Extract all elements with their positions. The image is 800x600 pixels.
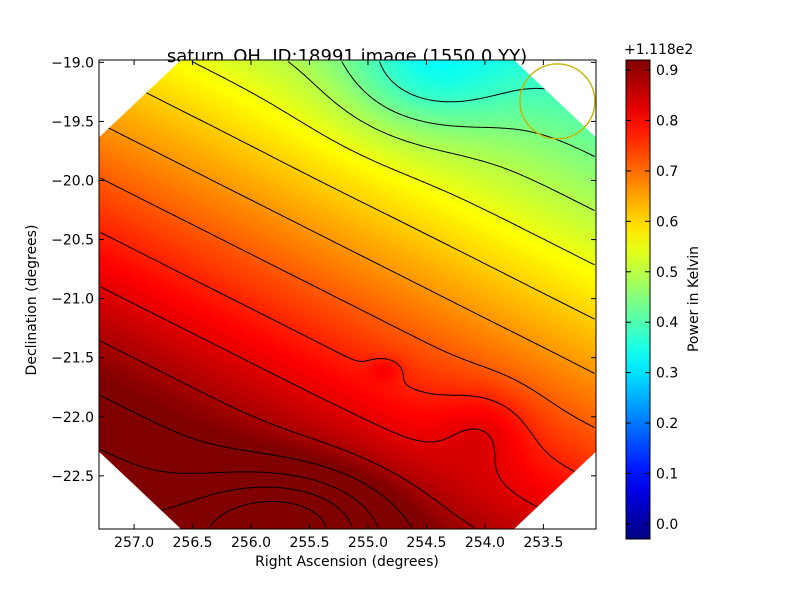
- contour-line: [100, 232, 595, 483]
- colorbar-tick-label: 0.6: [656, 214, 678, 230]
- colorbar-tick-label: 0.4: [656, 315, 678, 331]
- colorbar-gradient: [625, 59, 651, 540]
- x-axis-ticks: 257.0 256.5 256.0 255.5 255.0 254.5 254.0 253.5: [114, 60, 563, 551]
- x-tick-label: 256.5: [173, 535, 213, 551]
- x-tick-label: 254.0: [465, 535, 505, 551]
- colorbar-tick-label: 0.8: [656, 114, 678, 130]
- x-tick-label: 257.0: [114, 535, 154, 551]
- x-tick-label: 256.0: [231, 535, 271, 551]
- colorbar-tick-label: 0.1: [656, 466, 678, 482]
- y-tick-label: −22.5: [51, 469, 94, 485]
- x-tick-label: 254.5: [406, 535, 446, 551]
- x-tick-label: 255.0: [348, 535, 388, 551]
- contour-line: [287, 61, 595, 211]
- contour-line: [100, 394, 413, 528]
- y-tick-label: −20.5: [51, 233, 94, 249]
- contour-line: [100, 177, 595, 429]
- colorbar-offset-label: +1.118e2: [624, 42, 693, 58]
- colorbar-tick-label: 0.0: [656, 517, 678, 533]
- colorbar-ticks: 0.0 0.1 0.2 0.3 0.4 0.5 0.6 0.7 0.8 0.9: [626, 63, 678, 533]
- contour-line: [100, 448, 379, 528]
- colorbar-tick-label: 0.3: [656, 366, 678, 382]
- y-tick-label: −21.5: [51, 351, 94, 367]
- colorbar-tick-label: 0.2: [656, 416, 678, 432]
- colorbar: 0.00.10.20.30.40.50.60.70.80.9 +1.118e2 …: [624, 42, 702, 540]
- y-tick-label: −19.0: [51, 55, 94, 71]
- y-axis-label: Declination (degrees): [24, 225, 40, 376]
- contour-line: [100, 340, 475, 528]
- colorbar-tick-label: 0.7: [656, 164, 678, 180]
- x-axis-label: Right Ascension (degrees): [255, 554, 439, 570]
- colorbar-label: Power in Kelvin: [686, 246, 702, 352]
- y-tick-label: −20.0: [51, 173, 94, 189]
- y-axis-ticks: −19.0 −19.5 −20.0 −20.5 −21.0 −21.5 −22.0 −22.5: [51, 55, 596, 485]
- plot-area: [99, 60, 596, 529]
- y-tick-label: −19.5: [51, 114, 94, 130]
- heatmap-image: [99, 60, 596, 529]
- y-tick-label: −21.0: [51, 292, 94, 308]
- circle-marker: [519, 63, 596, 140]
- plot-frame: [98, 59, 597, 530]
- colorbar-tick-label: 0.9: [656, 63, 678, 79]
- y-tick-label: −22.0: [51, 410, 94, 426]
- x-tick-label: 255.5: [289, 535, 329, 551]
- colorbar-tick-label: 0.5: [656, 265, 678, 281]
- x-tick-label: 253.5: [523, 535, 563, 551]
- contour-line: [100, 286, 578, 528]
- contour-line: [208, 501, 327, 528]
